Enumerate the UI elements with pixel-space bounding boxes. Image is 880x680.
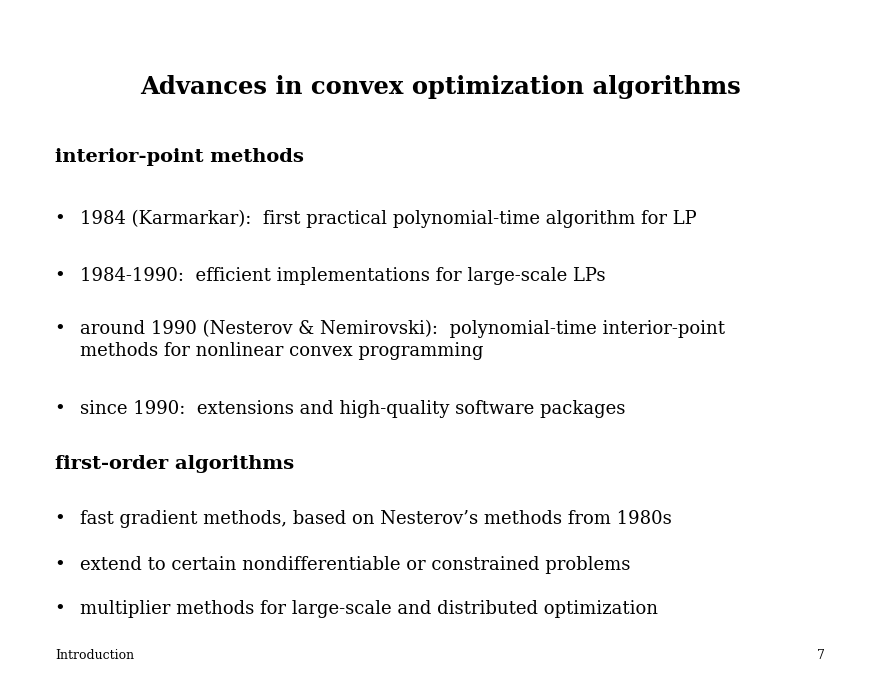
Text: 1984 (Karmarkar):  first practical polynomial-time algorithm for LP: 1984 (Karmarkar): first practical polyno… (80, 210, 697, 228)
Text: multiplier methods for large-scale and distributed optimization: multiplier methods for large-scale and d… (80, 600, 658, 618)
Text: around 1990 (Nesterov & Nemirovski):  polynomial-time interior-point
methods for: around 1990 (Nesterov & Nemirovski): pol… (80, 320, 725, 360)
Text: •: • (55, 320, 65, 338)
Text: fast gradient methods, based on Nesterov’s methods from 1980s: fast gradient methods, based on Nesterov… (80, 510, 671, 528)
Text: interior-point methods: interior-point methods (55, 148, 304, 166)
Text: first-order algorithms: first-order algorithms (55, 455, 294, 473)
Text: 1984-1990:  efficient implementations for large-scale LPs: 1984-1990: efficient implementations for… (80, 267, 605, 285)
Text: since 1990:  extensions and high-quality software packages: since 1990: extensions and high-quality … (80, 400, 626, 418)
Text: •: • (55, 556, 65, 574)
Text: •: • (55, 510, 65, 528)
Text: •: • (55, 267, 65, 285)
Text: Introduction: Introduction (55, 649, 134, 662)
Text: 7: 7 (818, 649, 825, 662)
Text: •: • (55, 210, 65, 228)
Text: extend to certain nondifferentiable or constrained problems: extend to certain nondifferentiable or c… (80, 556, 630, 574)
Text: •: • (55, 400, 65, 418)
Text: •: • (55, 600, 65, 618)
Text: Advances in convex optimization algorithms: Advances in convex optimization algorith… (140, 75, 740, 99)
